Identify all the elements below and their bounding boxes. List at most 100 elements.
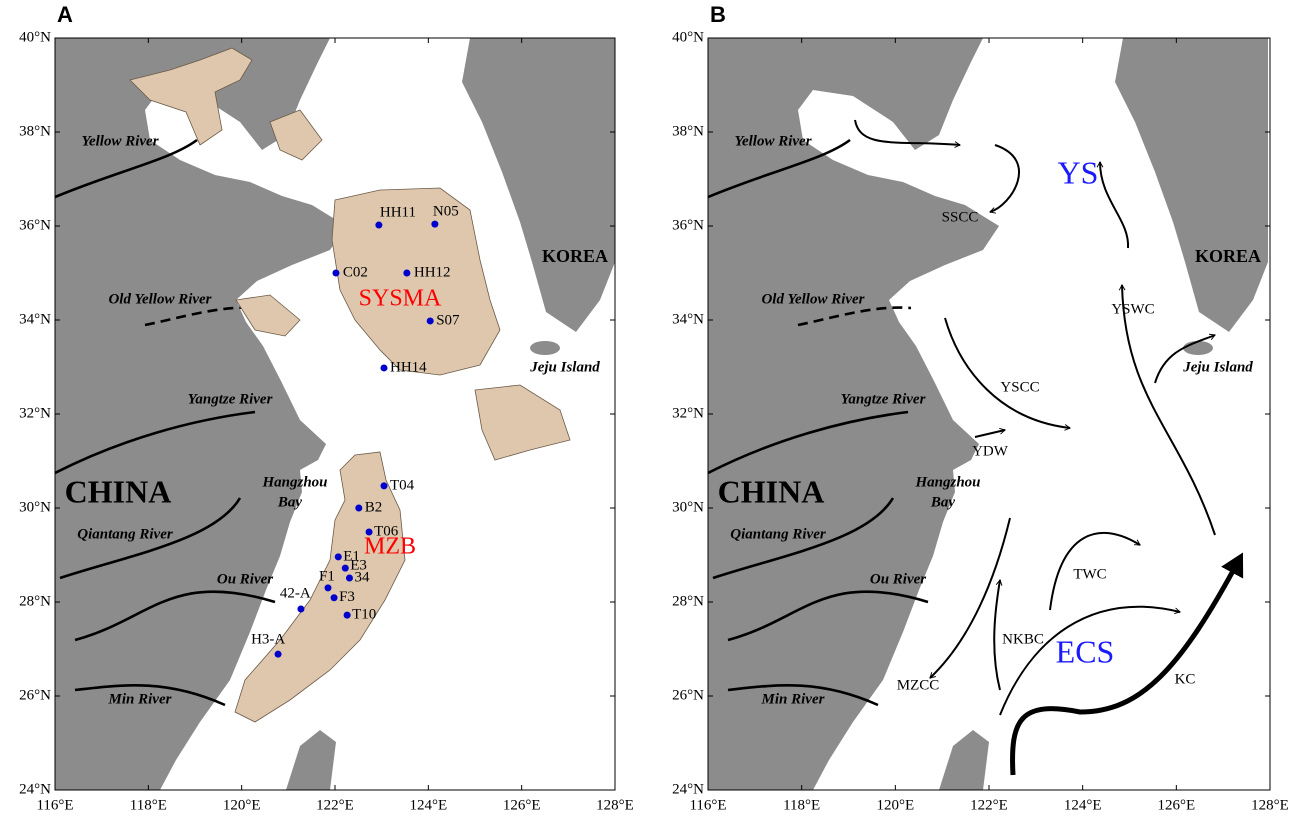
current-label: YSWC — [1111, 301, 1154, 317]
lat-tick-label: 26°N — [672, 687, 704, 703]
lat-tick-label: 38°N — [19, 123, 51, 139]
panel-label: A — [57, 2, 73, 27]
place-name: Qiantang River — [730, 526, 826, 542]
lon-tick-label: 116°E — [36, 797, 73, 813]
sediment-area — [269, 109, 323, 161]
place-name: CHINA — [718, 473, 825, 509]
station — [375, 221, 383, 229]
sediment-area — [235, 294, 301, 337]
lat-tick-label: 32°N — [672, 405, 704, 421]
lat-tick-label: 36°N — [672, 217, 704, 233]
place-name: Yellow River — [81, 133, 158, 149]
station-label: F3 — [339, 589, 355, 605]
place-name: Yangtze River — [188, 391, 273, 407]
sediment-area — [129, 47, 253, 146]
current-label: YDW — [972, 443, 1009, 459]
place-name: Bay — [277, 494, 303, 510]
map-a — [55, 38, 615, 790]
lat-tick-label: 32°N — [19, 405, 51, 421]
station-label: S07 — [436, 312, 460, 328]
place-name: Jeju Island — [1182, 359, 1253, 375]
lat-tick-label: 38°N — [672, 123, 704, 139]
station-label: C02 — [343, 264, 368, 280]
area-name: SYSMA — [359, 286, 442, 312]
current-arrow — [1118, 284, 1216, 536]
kuroshio-arrow — [1010, 552, 1244, 776]
lon-tick-label: 124°E — [1064, 797, 1102, 813]
sea-name: ECS — [1056, 633, 1115, 669]
current-arrow — [1096, 161, 1130, 249]
lon-tick-label: 120°E — [223, 797, 261, 813]
place-name: Hangzhou — [914, 474, 980, 490]
lon-tick-label: 128°E — [596, 797, 634, 813]
lat-tick-label: 40°N — [19, 29, 51, 45]
station — [332, 269, 340, 277]
place-name: Qiantang River — [77, 526, 173, 542]
place-name: Bay — [930, 494, 956, 510]
station-label: T06 — [374, 523, 399, 539]
lon-tick-label: 120°E — [876, 797, 914, 813]
station — [324, 584, 332, 592]
lat-tick-label: 26°N — [19, 687, 51, 703]
lat-tick-label: 34°N — [672, 311, 704, 327]
panel-label: B — [710, 2, 726, 27]
station — [345, 574, 353, 582]
station-label: F1 — [319, 568, 335, 584]
area-name: MZB — [364, 534, 416, 560]
labels: A 116°E 118°E 120°E 122°E 124°E 126°E 128°E 24°N… — [19, 2, 1289, 814]
current-label: TWC — [1073, 566, 1106, 582]
station-label: N05 — [433, 204, 459, 220]
current-label: KC — [1175, 671, 1196, 687]
lat-tick-label: 40°N — [672, 29, 704, 45]
place-name: Min River — [108, 691, 172, 707]
place-name: Jeju Island — [529, 359, 600, 375]
station — [380, 364, 388, 372]
station-label: 34 — [354, 569, 370, 585]
place-name: Min River — [761, 691, 825, 707]
station — [297, 605, 305, 613]
place-name: Ou River — [217, 571, 273, 587]
lon-tick-label: 122°E — [970, 797, 1008, 813]
lon-tick-label: 126°E — [503, 797, 541, 813]
station-label: HH14 — [390, 359, 427, 375]
station — [431, 220, 439, 228]
current-label: MZCC — [897, 677, 940, 693]
station — [330, 594, 338, 602]
station — [341, 564, 349, 572]
lat-tick-label: 36°N — [19, 217, 51, 233]
lon-tick-label: 128°E — [1251, 797, 1289, 813]
sea-name: YS — [1058, 154, 1099, 190]
place-name: Hangzhou — [261, 474, 327, 490]
station — [403, 269, 411, 277]
station-label: T04 — [390, 477, 415, 493]
current-arrow — [854, 119, 961, 148]
station-label: B2 — [365, 499, 383, 515]
current-arrow — [1049, 531, 1141, 611]
current-arrow — [993, 579, 1003, 691]
lat-tick-label: 24°N — [672, 781, 704, 797]
map-b — [708, 38, 1270, 790]
lat-tick-label: 28°N — [672, 593, 704, 609]
place-name: Old Yellow River — [108, 291, 211, 307]
station-label: HH12 — [414, 264, 451, 280]
station-label: E1 — [343, 548, 360, 564]
station-label: T10 — [352, 607, 376, 623]
place-name: Old Yellow River — [761, 291, 864, 307]
current-arrow — [999, 605, 1181, 716]
station-label: E3 — [350, 558, 367, 574]
station-label: HH11 — [380, 204, 416, 220]
place-name: Ou River — [870, 571, 926, 587]
station — [274, 650, 282, 658]
station-label: 42-A — [280, 585, 311, 601]
lat-tick-label: 30°N — [19, 499, 51, 515]
station — [426, 317, 434, 325]
current-label: YSCC — [1000, 379, 1039, 395]
sediment-area — [474, 384, 571, 461]
place-name: Yangtze River — [841, 391, 926, 407]
station-label: H3-A — [251, 632, 285, 648]
lon-tick-label: 118°E — [130, 797, 167, 813]
place-name: KOREA — [542, 246, 608, 266]
lon-tick-label: 116°E — [689, 797, 726, 813]
current-label: NKBC — [1002, 631, 1044, 647]
